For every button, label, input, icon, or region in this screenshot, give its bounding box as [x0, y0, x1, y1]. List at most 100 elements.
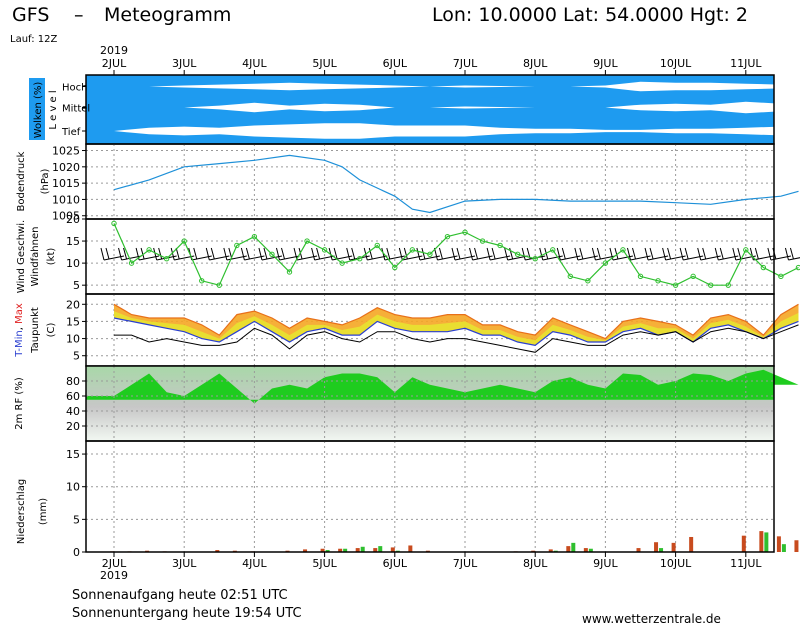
wind-barb-flag	[193, 247, 198, 260]
date-label-bottom: 6JUL	[383, 557, 408, 570]
dewpoint-line	[114, 324, 799, 353]
y-tick-label: 5	[73, 279, 80, 292]
wind-point	[585, 278, 591, 284]
date-label-bottom: 5JUL	[312, 557, 337, 570]
date-label-top: 3JUL	[172, 57, 197, 70]
wind-point	[181, 238, 187, 244]
y-tick-label: 15	[66, 235, 80, 248]
title-dash: –	[74, 4, 84, 26]
wind-barb-flag	[719, 247, 724, 260]
wind-barb-flag	[509, 247, 514, 260]
precip-bar-conv	[689, 536, 694, 552]
wind-point	[479, 238, 486, 244]
wind-unit: (kt)	[46, 248, 57, 266]
date-labels-top: 2JUL 3JUL 4JUL 5JUL 6JUL 7JUL 8JUL 9JUL 10JUL 11J…	[102, 57, 762, 75]
wind-barb-flag	[158, 247, 163, 260]
date-label-bottom: 11JUL	[730, 557, 762, 570]
precip-bar-conv	[776, 536, 781, 552]
wind-barb-flag	[556, 247, 561, 261]
precip-ylabel: Niederschlag	[16, 479, 27, 544]
wind-barb-flag	[451, 247, 456, 261]
precip-bar-conv	[741, 535, 746, 552]
wind-barb-flag	[105, 247, 110, 260]
date-label-bottom: 10JUL	[660, 557, 692, 570]
wind-barb-flag	[276, 247, 280, 261]
wind-barb-flag	[662, 247, 667, 261]
sunset-text: Sonnenuntergang heute 19:54 UTC	[72, 606, 302, 621]
wind-point	[637, 273, 644, 280]
wind-point	[269, 251, 275, 257]
precip-bar-conv	[408, 545, 413, 552]
y-tick-label: 1005	[52, 210, 80, 223]
wind-barb-flag	[574, 247, 579, 261]
cloud-level-hoch: Hoch	[62, 83, 87, 94]
wind-barb-flag	[767, 247, 772, 261]
wind-barb-flag	[311, 247, 316, 261]
wind-point	[374, 242, 380, 249]
wind-point	[216, 282, 223, 288]
wind-barb-flag	[486, 247, 491, 261]
date-label-top: 2JUL	[102, 57, 127, 70]
precip-bar-large	[781, 544, 786, 552]
precip-bar-large	[659, 548, 664, 552]
y-tick-label: 15	[66, 448, 80, 461]
wind-barb-flag	[679, 247, 684, 261]
wind-barb-flag	[649, 247, 654, 260]
date-label-top: 9JUL	[593, 57, 618, 70]
wind-barb-flag	[438, 247, 443, 260]
pressure-ylabel: Bodendruck	[16, 151, 27, 211]
cloud-level-label: L e v e l	[48, 90, 59, 129]
precip-bar-conv	[671, 542, 676, 552]
date-label-top: 10JUL	[660, 57, 692, 70]
y-tick-label: 40	[66, 405, 80, 418]
y-tick-label: 5	[73, 513, 80, 526]
rf-area	[86, 369, 799, 404]
precip-bar-large	[764, 532, 769, 552]
wind-point	[146, 247, 152, 253]
coordinates: Lon: 10.0000 Lat: 54.0000 Hgt: 2	[432, 4, 748, 26]
date-label-bottom: 2JUL	[102, 557, 127, 570]
precip-bar-conv	[215, 550, 220, 552]
wind-barb-flag	[118, 247, 123, 261]
wind-point	[128, 260, 135, 266]
precip-bar-conv	[320, 548, 325, 552]
wind-point	[708, 282, 714, 288]
wind-barb-flag	[316, 247, 321, 260]
wind-barb-flag	[784, 247, 789, 261]
wind-barb-flag	[346, 247, 351, 261]
y-tick-label: 1015	[52, 177, 80, 190]
wind-point	[163, 256, 170, 262]
wind-point	[550, 247, 556, 253]
wind-point	[725, 282, 731, 288]
wind-barb-flag	[416, 247, 421, 261]
y-tick-label: 0	[73, 546, 80, 559]
wind-barb-flag	[697, 247, 702, 261]
wind-point	[409, 247, 416, 253]
wind-barb-flag	[754, 247, 759, 260]
y-tick-label: 1020	[52, 161, 80, 174]
y-tick-label: 1025	[52, 145, 80, 158]
sunrise-text: Sonnenaufgang heute 02:51 UTC	[72, 588, 288, 603]
wind-point	[111, 220, 117, 227]
wind-point	[321, 247, 328, 253]
year-top: 2019	[100, 44, 128, 57]
model-label: GFS	[12, 4, 49, 26]
wind-barb-flag	[539, 247, 544, 261]
wind-barb-flag	[456, 247, 461, 260]
y-tick-label: 60	[66, 390, 80, 403]
wind-point	[462, 229, 468, 235]
precip-bar-large	[325, 550, 330, 552]
date-label-top: 4JUL	[242, 57, 267, 70]
y-tick-label: 10	[66, 481, 80, 494]
y-tick-label: 10	[66, 257, 80, 270]
precip-bar-conv	[548, 549, 553, 552]
wind-barb-flag	[684, 247, 689, 260]
cloud-ylabel: Wolken (%)	[33, 82, 44, 139]
wind-point	[567, 273, 573, 280]
y-tick-label: 20	[66, 420, 80, 433]
date-label-top: 11JUL	[730, 57, 762, 70]
date-label-bottom: 9JUL	[593, 557, 618, 570]
wind-barb-flag	[123, 247, 128, 260]
wind-ylabel: Wind Geschwi.	[16, 220, 27, 293]
wind-barb-flag	[591, 247, 596, 261]
